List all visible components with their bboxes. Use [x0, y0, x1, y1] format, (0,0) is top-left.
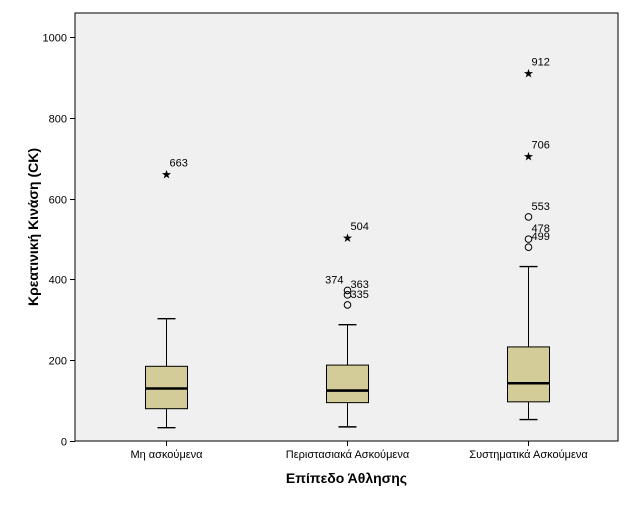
outlier-circle	[343, 291, 352, 299]
outlier-label: 478	[532, 223, 550, 235]
outlier-label: 553	[532, 201, 550, 213]
x-tick-label: Μη ασκούμενα	[130, 449, 203, 461]
outlier-circle	[343, 301, 352, 309]
x-axis: Μη ασκούμενα Περιστασιακά Ασκούμενα Συστημ…	[130, 441, 588, 461]
x-tick-label: Συστηματικά Ασκούμενα	[469, 449, 588, 461]
y-tick-label: 200	[49, 356, 67, 368]
outlier-label: 663	[170, 157, 188, 169]
outlier-star: ★	[161, 167, 172, 181]
outlier-star: ★	[523, 150, 534, 164]
outlier-label: 499	[532, 231, 550, 243]
outlier-label: 335	[351, 289, 369, 301]
outlier-label: 706	[532, 140, 550, 152]
outlier-circle	[524, 213, 533, 221]
box	[507, 346, 550, 403]
y-tick-label: 600	[49, 195, 67, 207]
y-tick-label: 400	[49, 275, 67, 287]
box-group: ★663	[145, 157, 188, 429]
outlier-label: 374	[325, 274, 343, 286]
box	[326, 364, 369, 404]
y-axis: 0 200 400 600 800 1000	[43, 33, 75, 449]
outlier-circle	[343, 286, 352, 295]
x-axis-title: Επίπεδο Άθλησης	[286, 470, 407, 486]
outlier-star: ★	[523, 66, 534, 80]
outlier-label: 363	[351, 279, 369, 291]
y-tick-label: 0	[61, 437, 67, 449]
outlier-label: 504	[351, 221, 369, 233]
y-axis-title: Κρεατινική Κινάση (CK)	[25, 148, 41, 306]
outlier-label: 912	[532, 56, 550, 68]
x-tick-label: Περιστασιακά Ασκούμενα	[286, 449, 410, 461]
y-tick-label: 1000	[43, 33, 67, 45]
outlier-circle	[524, 243, 533, 251]
outlier-circle	[524, 235, 533, 243]
y-tick-label: 800	[49, 114, 67, 126]
outlier-star: ★	[342, 231, 353, 245]
